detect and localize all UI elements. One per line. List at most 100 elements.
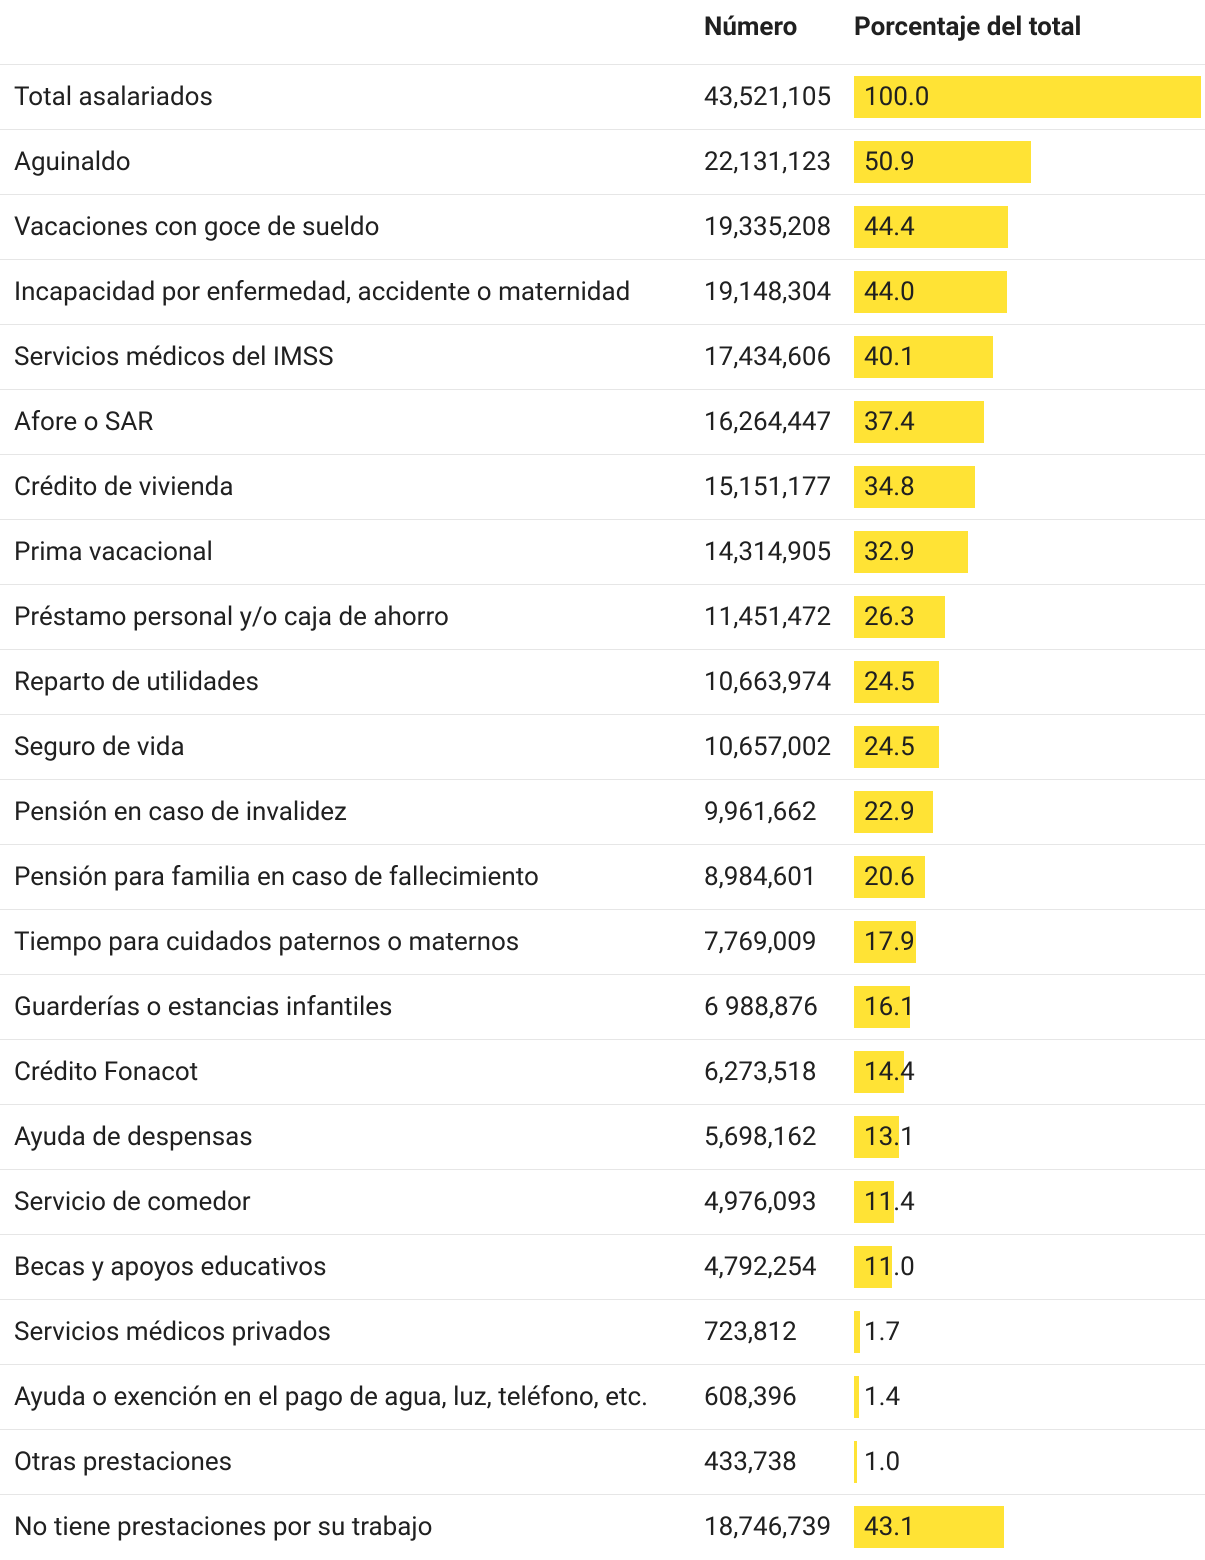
row-percent-cell: 44.0 xyxy=(850,260,1205,325)
row-percent-cell: 50.9 xyxy=(850,130,1205,195)
table-row: Pensión para familia en caso de fallecim… xyxy=(0,845,1205,910)
bar-wrap: 37.4 xyxy=(854,401,1201,443)
bar-value: 11.0 xyxy=(864,1252,915,1282)
row-label: Afore o SAR xyxy=(0,390,690,455)
row-label: Otras prestaciones xyxy=(0,1430,690,1495)
row-number: 4,792,254 xyxy=(690,1235,850,1300)
bar-wrap: 11.4 xyxy=(854,1181,1201,1223)
header-label xyxy=(0,0,690,65)
row-number: 5,698,162 xyxy=(690,1105,850,1170)
row-number: 14,314,905 xyxy=(690,520,850,585)
row-number: 15,151,177 xyxy=(690,455,850,520)
row-percent-cell: 20.6 xyxy=(850,845,1205,910)
row-label: Crédito Fonacot xyxy=(0,1040,690,1105)
row-number: 18,746,739 xyxy=(690,1495,850,1560)
table-row: Ayuda o exención en el pago de agua, luz… xyxy=(0,1365,1205,1430)
bar-value: 32.9 xyxy=(864,537,915,567)
row-number: 9,961,662 xyxy=(690,780,850,845)
bar-wrap: 11.0 xyxy=(854,1246,1201,1288)
bar-wrap: 24.5 xyxy=(854,661,1201,703)
table-row: Aguinaldo22,131,12350.9 xyxy=(0,130,1205,195)
bar-value: 44.0 xyxy=(864,277,915,307)
bar-value: 34.8 xyxy=(864,472,915,502)
bar-wrap: 1.0 xyxy=(854,1441,1201,1483)
bar-value: 40.1 xyxy=(864,342,915,372)
row-number: 10,657,002 xyxy=(690,715,850,780)
header-number: Número xyxy=(690,0,850,65)
row-percent-cell: 43.1 xyxy=(850,1495,1205,1560)
bar-value: 1.7 xyxy=(864,1317,900,1347)
row-number: 4,976,093 xyxy=(690,1170,850,1235)
table-row: Afore o SAR16,264,44737.4 xyxy=(0,390,1205,455)
row-label: Pensión en caso de invalidez xyxy=(0,780,690,845)
bar-wrap: 14.4 xyxy=(854,1051,1201,1093)
row-number: 22,131,123 xyxy=(690,130,850,195)
bar-wrap: 1.7 xyxy=(854,1311,1201,1353)
bar-fill xyxy=(854,1441,857,1483)
bar-value: 37.4 xyxy=(864,407,915,437)
table-row: Guarderías o estancias infantiles6 988,8… xyxy=(0,975,1205,1040)
bar-wrap: 32.9 xyxy=(854,531,1201,573)
bar-value: 16.1 xyxy=(864,992,915,1022)
row-number: 19,148,304 xyxy=(690,260,850,325)
row-number: 11,451,472 xyxy=(690,585,850,650)
table-row: Tiempo para cuidados paternos o maternos… xyxy=(0,910,1205,975)
bar-fill xyxy=(854,1311,860,1353)
table-row: Reparto de utilidades10,663,97424.5 xyxy=(0,650,1205,715)
bar-wrap: 44.0 xyxy=(854,271,1201,313)
row-label: Servicios médicos privados xyxy=(0,1300,690,1365)
bar-wrap: 44.4 xyxy=(854,206,1201,248)
row-label: Prima vacacional xyxy=(0,520,690,585)
bar-wrap: 26.3 xyxy=(854,596,1201,638)
row-number: 7,769,009 xyxy=(690,910,850,975)
table-row: Prima vacacional14,314,905 32.9 xyxy=(0,520,1205,585)
row-percent-cell: 1.4 xyxy=(850,1365,1205,1430)
row-percent-cell: 24.5 xyxy=(850,650,1205,715)
benefits-table: Número Porcentaje del total Total asalar… xyxy=(0,0,1205,1560)
bar-wrap: 34.8 xyxy=(854,466,1201,508)
bar-value: 100.0 xyxy=(864,82,929,112)
bar-wrap: 22.9 xyxy=(854,791,1201,833)
row-percent-cell: 13.1 xyxy=(850,1105,1205,1170)
row-number: 19,335,208 xyxy=(690,195,850,260)
row-label: Vacaciones con goce de sueldo xyxy=(0,195,690,260)
row-label: Ayuda de despensas xyxy=(0,1105,690,1170)
row-percent-cell: 22.9 xyxy=(850,780,1205,845)
table-body: Número Porcentaje del total Total asalar… xyxy=(0,0,1205,1560)
bar-value: 24.5 xyxy=(864,667,915,697)
row-number: 8,984,601 xyxy=(690,845,850,910)
row-label: Guarderías o estancias infantiles xyxy=(0,975,690,1040)
bar-value: 1.4 xyxy=(864,1382,900,1412)
row-percent-cell: 17.9 xyxy=(850,910,1205,975)
bar-wrap: 13.1 xyxy=(854,1116,1201,1158)
row-label: Aguinaldo xyxy=(0,130,690,195)
header-percent: Porcentaje del total xyxy=(850,0,1205,65)
row-percent-cell: 37.4 xyxy=(850,390,1205,455)
bar-value: 14.4 xyxy=(864,1057,915,1087)
bar-wrap: 16.1 xyxy=(854,986,1201,1028)
table-row: Seguro de vida10,657,00224.5 xyxy=(0,715,1205,780)
bar-wrap: 20.6 xyxy=(854,856,1201,898)
bar-value: 17.9 xyxy=(864,927,915,957)
bar-value: 22.9 xyxy=(864,797,915,827)
table-row: No tiene prestaciones por su trabajo18,7… xyxy=(0,1495,1205,1560)
row-number: 608,396 xyxy=(690,1365,850,1430)
table-row: Total asalariados43,521,105100.0 xyxy=(0,65,1205,130)
row-percent-cell: 26.3 xyxy=(850,585,1205,650)
table-row: Servicio de comedor4,976,09311.4 xyxy=(0,1170,1205,1235)
row-number: 43,521,105 xyxy=(690,65,850,130)
bar-wrap: 40.1 xyxy=(854,336,1201,378)
bar-value: 44.4 xyxy=(864,212,915,242)
bar-value: 13.1 xyxy=(864,1122,915,1152)
row-label: Tiempo para cuidados paternos o maternos xyxy=(0,910,690,975)
row-percent-cell: 100.0 xyxy=(850,65,1205,130)
row-label: Becas y apoyos educativos xyxy=(0,1235,690,1300)
row-number: 6 988,876 xyxy=(690,975,850,1040)
row-percent-cell: 24.5 xyxy=(850,715,1205,780)
table-row: Incapacidad por enfermedad, accidente o … xyxy=(0,260,1205,325)
row-number: 433,738 xyxy=(690,1430,850,1495)
row-label: Servicio de comedor xyxy=(0,1170,690,1235)
row-label: Préstamo personal y/o caja de ahorro xyxy=(0,585,690,650)
bar-wrap: 43.1 xyxy=(854,1506,1201,1548)
bar-value: 20.6 xyxy=(864,862,915,892)
